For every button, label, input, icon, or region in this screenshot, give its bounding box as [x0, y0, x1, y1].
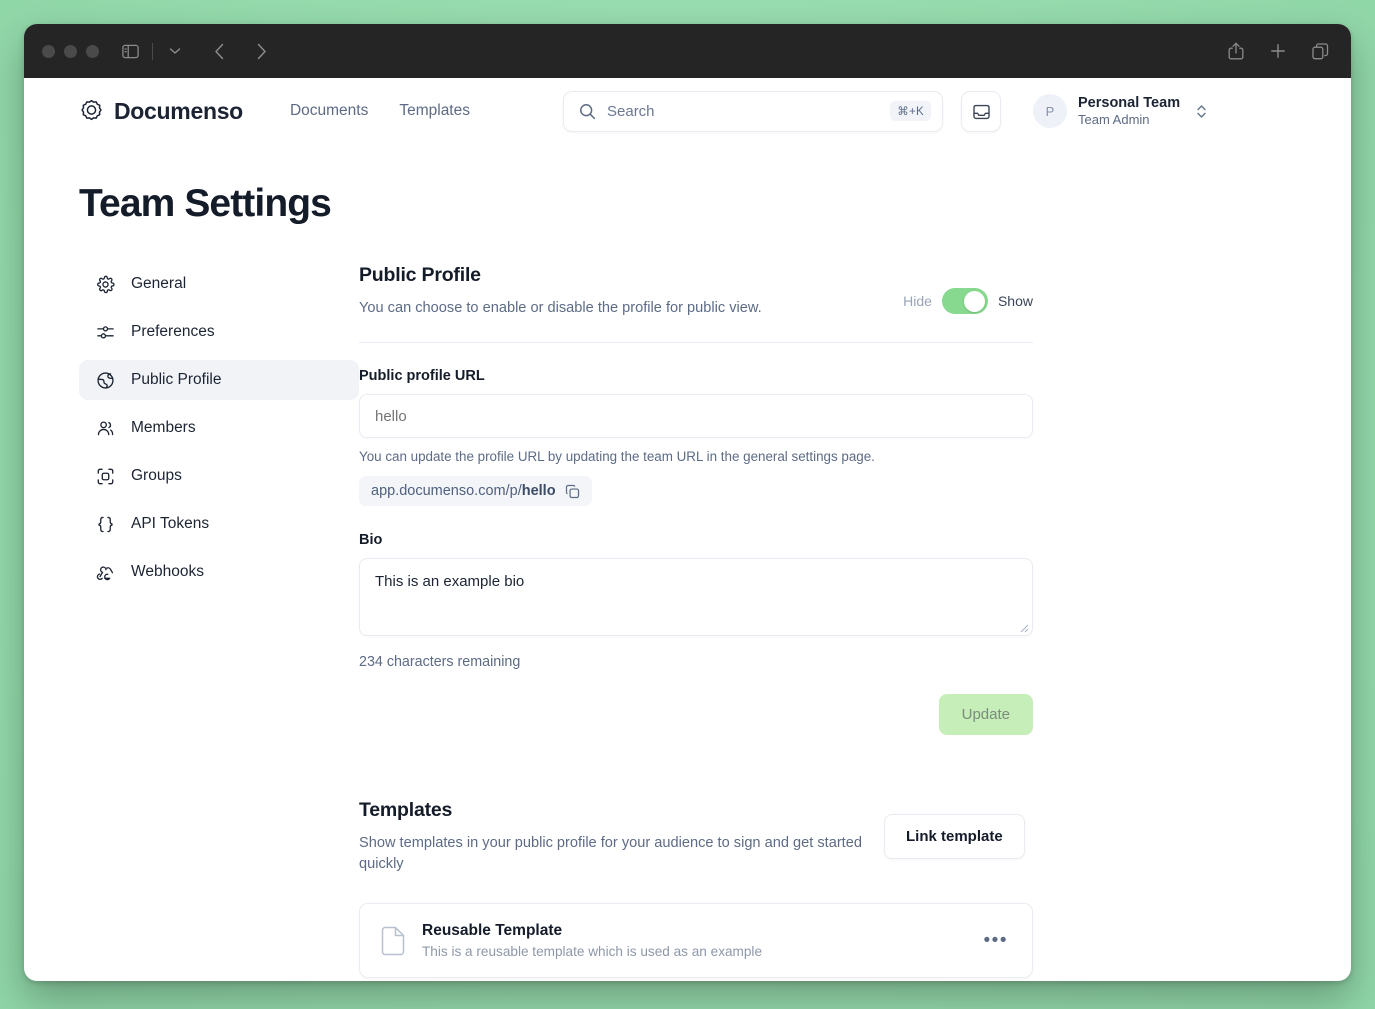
- template-title: Reusable Template: [422, 922, 563, 940]
- url-field-label: Public profile URL: [359, 368, 485, 385]
- link-template-button[interactable]: Link template: [884, 814, 1025, 860]
- public-profile-subtitle: You can choose to enable or disable the …: [359, 300, 762, 316]
- traffic-lights: [42, 44, 99, 58]
- search-icon: [579, 103, 596, 120]
- sidebar-item-label: Public Profile: [131, 371, 222, 388]
- users-icon: [96, 419, 115, 438]
- team-switcher[interactable]: P Personal Team Team Admin: [1033, 94, 1207, 128]
- minimize-window-button[interactable]: [64, 44, 77, 58]
- inbox-icon: [972, 102, 991, 121]
- chevron-up-down-icon[interactable]: [1196, 103, 1207, 120]
- sidebar-item-public-profile[interactable]: Public Profile: [79, 360, 359, 400]
- team-role: Team Admin: [1078, 111, 1150, 127]
- sidebar-item-general[interactable]: General: [79, 264, 359, 304]
- templates-section: Templates Show templates in your public …: [359, 799, 1033, 979]
- url-field-help: You can update the profile URL by updati…: [359, 449, 875, 465]
- page-content: Team Settings General: [24, 144, 1351, 981]
- bio-textarea[interactable]: [359, 558, 1033, 637]
- toggle-label-hide: Hide: [903, 293, 932, 309]
- template-list-item[interactable]: Reusable Template This is a reusable tem…: [359, 903, 1033, 979]
- document-icon: [380, 926, 406, 956]
- profile-url-badge[interactable]: app.documenso.com/p/hello: [359, 476, 592, 507]
- profile-url-slug: hello: [521, 483, 556, 500]
- sidebar-item-api-tokens[interactable]: API Tokens: [79, 504, 359, 544]
- toggle-label-show: Show: [997, 293, 1033, 309]
- search-shortcut-badge: ⌘+K: [890, 101, 931, 121]
- bio-field-label: Bio: [359, 532, 383, 549]
- sidebar-item-label: API Tokens: [131, 515, 210, 532]
- sidebar-item-label: Members: [131, 419, 196, 436]
- sidebar-item-preferences[interactable]: Preferences: [79, 312, 359, 352]
- settings-main: Public Profile You can choose to enable …: [359, 262, 1033, 979]
- public-profile-header: Public Profile You can choose to enable …: [359, 264, 1033, 319]
- section-divider: [359, 342, 1033, 344]
- public-profile-title: Public Profile: [359, 264, 481, 286]
- groups-icon: [96, 467, 115, 486]
- back-arrow-icon[interactable]: [206, 38, 232, 64]
- braces-icon: [96, 515, 115, 534]
- sidebar-item-label: Webhooks: [131, 563, 204, 580]
- close-window-button[interactable]: [42, 44, 55, 58]
- copy-icon[interactable]: [565, 484, 580, 499]
- chrome-divider: [152, 42, 153, 60]
- settings-sidebar: General Preferences: [79, 262, 359, 978]
- sidebar-item-groups[interactable]: Groups: [79, 456, 359, 496]
- template-description: This is a reusable template which is use…: [422, 944, 763, 960]
- tabs-icon[interactable]: [1307, 38, 1333, 64]
- public-profile-url-input[interactable]: [359, 394, 1033, 439]
- sidebar-item-members[interactable]: Members: [79, 408, 359, 448]
- search-input[interactable]: Search: [607, 102, 655, 120]
- sidebar-toggle-icon[interactable]: [117, 38, 143, 64]
- sidebar-item-label: Preferences: [131, 323, 215, 340]
- forward-arrow-icon[interactable]: [248, 38, 274, 64]
- profile-visibility-toggle-group: Hide Show: [903, 264, 1033, 314]
- public-profile-url-field: Public profile URL You can update the pr…: [359, 368, 1033, 507]
- template-more-menu-button[interactable]: •••: [983, 930, 1008, 952]
- brand-logo[interactable]: Documenso: [79, 98, 243, 125]
- share-icon[interactable]: [1223, 38, 1249, 64]
- profile-visibility-toggle[interactable]: [941, 288, 988, 314]
- brand-name: Documenso: [114, 97, 243, 124]
- page-title: Team Settings: [79, 182, 332, 225]
- sidebar-item-label: Groups: [131, 467, 182, 484]
- nav-item-documents[interactable]: Documents: [289, 102, 369, 119]
- update-button[interactable]: Update: [938, 694, 1033, 736]
- top-nav: Documents Templates: [290, 102, 470, 120]
- search-box[interactable]: Search ⌘+K: [563, 90, 943, 132]
- maximize-window-button[interactable]: [86, 44, 99, 58]
- chevron-down-icon[interactable]: [162, 38, 188, 64]
- team-name: Personal Team: [1078, 94, 1181, 111]
- templates-title: Templates: [359, 799, 453, 822]
- templates-subtitle: Show templates in your public profile fo…: [359, 835, 862, 873]
- nav-item-templates[interactable]: Templates: [399, 102, 470, 119]
- profile-url-prefix: app.documenso.com/p/: [371, 483, 522, 500]
- browser-chrome-bar: [24, 24, 1351, 78]
- app-header: Documenso Documents Templates Search ⌘+K: [24, 78, 1351, 144]
- inbox-button[interactable]: [961, 90, 1001, 132]
- sliders-icon: [96, 323, 115, 342]
- globe-icon: [96, 371, 115, 390]
- browser-window: Documenso Documents Templates Search ⌘+K: [24, 24, 1351, 981]
- avatar: P: [1033, 94, 1067, 128]
- plus-icon[interactable]: [1265, 38, 1291, 64]
- gear-icon: [96, 275, 115, 294]
- bio-character-count: 234 characters remaining: [359, 654, 521, 671]
- webhook-icon: [96, 563, 115, 582]
- bio-field: Bio 234 characters remaining: [359, 532, 1033, 670]
- documenso-mark-icon: [79, 99, 104, 124]
- sidebar-item-label: General: [131, 275, 187, 292]
- toggle-knob: [963, 290, 985, 312]
- sidebar-item-webhooks[interactable]: Webhooks: [79, 552, 359, 592]
